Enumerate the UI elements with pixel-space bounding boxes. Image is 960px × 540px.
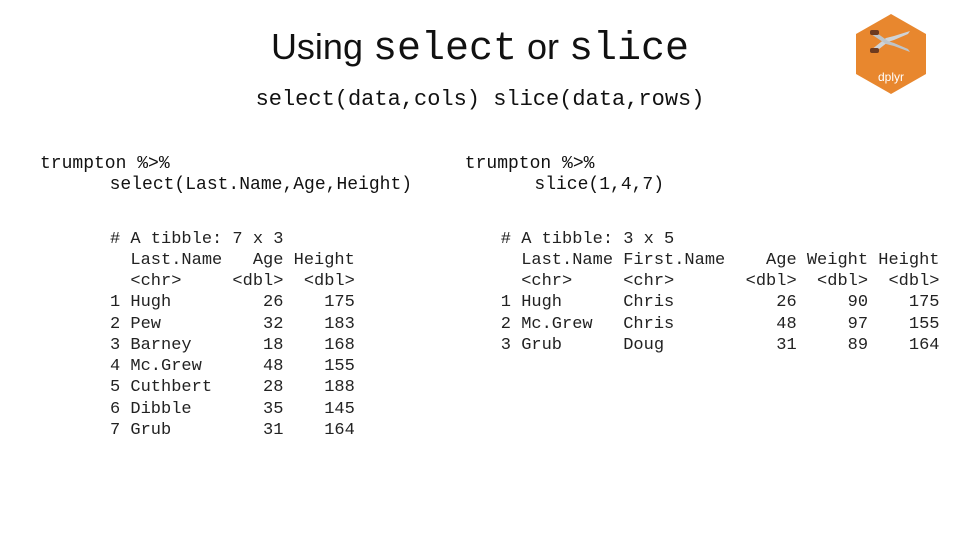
title-fn-select: select xyxy=(373,27,517,72)
slide: dplyr Using select or slice select(data,… xyxy=(0,0,960,540)
pliers-icon xyxy=(868,28,914,56)
select-code-line2: select(Last.Name,Age,Height) xyxy=(62,175,412,195)
title-fn-slice: slice xyxy=(569,27,689,72)
title-mid: or xyxy=(517,26,569,67)
subtitle-line1: select(data,cols) xyxy=(256,87,480,112)
select-code: trumpton %>% select(Last.Name,Age,Height… xyxy=(40,154,445,197)
slice-example: trumpton %>% slice(1,4,7) # A tibble: 3 … xyxy=(465,154,940,442)
slice-code-line1: trumpton %>% xyxy=(465,154,595,174)
columns-wrapper: trumpton %>% select(Last.Name,Age,Height… xyxy=(40,154,920,442)
syntax-subtitle: select(data,cols) slice(data,rows) xyxy=(40,86,920,114)
slice-output: # A tibble: 3 x 5 Last.Name First.Name A… xyxy=(465,229,940,357)
slice-code: trumpton %>% slice(1,4,7) xyxy=(465,154,940,197)
select-code-line1: trumpton %>% xyxy=(40,154,170,174)
title-prefix: Using xyxy=(271,26,373,67)
hex-label: dplyr xyxy=(878,70,904,84)
select-example: trumpton %>% select(Last.Name,Age,Height… xyxy=(40,154,445,442)
subtitle-line2: slice(data,rows) xyxy=(493,87,704,112)
slice-code-line2: slice(1,4,7) xyxy=(486,175,664,195)
page-title: Using select or slice xyxy=(40,26,920,72)
select-output: # A tibble: 7 x 3 Last.Name Age Height <… xyxy=(40,229,445,442)
